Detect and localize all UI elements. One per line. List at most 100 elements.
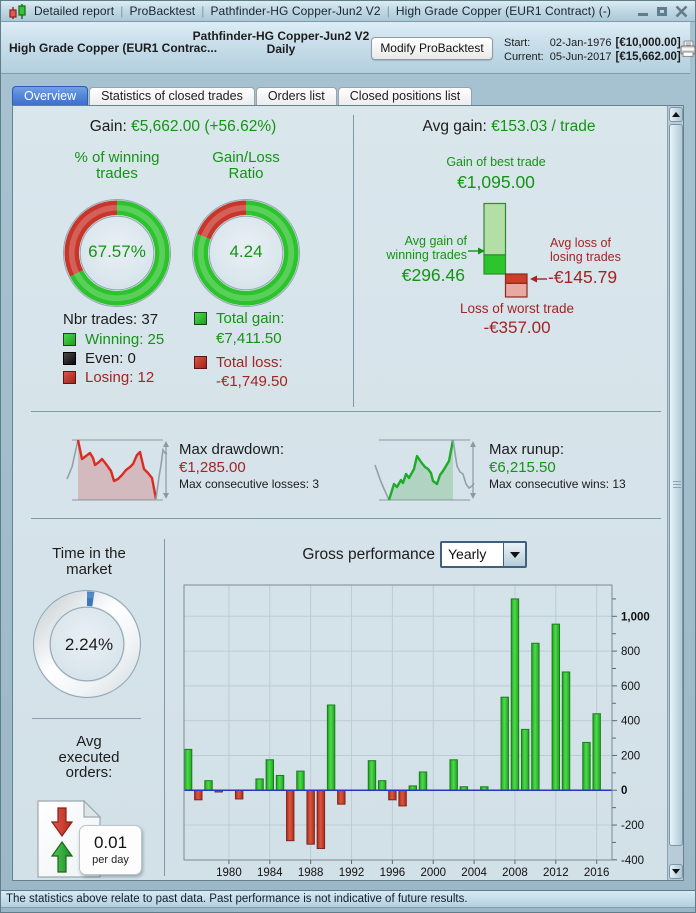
avg-win-arrow-icon [468,247,485,255]
section-divider-2 [31,518,661,519]
worst-trade-value: -€357.00 [483,318,551,337]
total-gain-label: Total gain: [216,310,285,327]
losing-swatch [63,370,76,384]
max-runup-icon [374,439,476,501]
trading-system-name: Pathfinder-HG Copper-Jun2 V2 [192,29,370,43]
window-title-part: High Grade Copper (EUR1 Contract) (-) [395,4,612,18]
winning-count: Winning: 25 [85,331,165,348]
start-label: Start: [504,37,531,49]
gain-loss-ratio-label: 4.24 [229,242,263,261]
tab-orders-list[interactable]: Orders list [255,87,337,105]
svg-text:1,000: 1,000 [621,611,650,623]
svg-text:600: 600 [621,681,640,693]
avg-orders-value-box: 0.01 per day [79,825,142,875]
max-runup-value: €6,215.50 [489,459,556,476]
avg-orders-value: 0.01 [93,833,128,852]
total-gain-value: €7,411.50 [216,330,282,347]
close-icon[interactable] [675,5,688,18]
period-select[interactable]: Yearly [440,541,527,568]
title-bar: Detailed report | ProBacktest | Pathfinder-H… [1,1,695,22]
winning-swatch [63,333,76,346]
disclaimer-text: The statistics above relate to past data… [6,893,468,905]
winning-trades-donut [63,199,171,307]
gain-label: Gain: [89,118,127,135]
even-swatch [63,352,76,365]
best-trade-label: Gain of best trade [446,155,546,169]
report-header: High Grade Copper (EUR1 Contrac... Pathf… [1,22,696,74]
vertical-scrollbar [667,106,683,880]
current-label: Current: [504,51,544,63]
svg-text:2012: 2012 [543,867,569,876]
svg-text:-200: -200 [621,820,644,832]
disclaimer-bar: The statistics above relate to past data… [1,890,695,908]
gain-summary: Gain: €5,662.00 (+56.62%) [13,118,353,136]
tab-overview[interactable]: Overview [12,86,89,105]
candlestick-app-icon [9,3,29,20]
bottom-vertical-divider [164,539,165,876]
period-selected-value: Yearly [448,546,487,562]
window-title-part: Pathfinder-HG Copper-Jun2 V2 [210,4,381,18]
scrollbar-thumb[interactable] [669,124,683,846]
scroll-up-button[interactable] [669,107,683,122]
print-icon[interactable] [680,40,696,57]
max-consecutive-wins: Max consecutive wins: 13 [489,477,626,491]
svg-text:1988: 1988 [298,867,324,876]
window-title-part: Detailed report [34,4,115,18]
stats-vertical-divider [353,115,354,407]
avg-loss-label: Avg loss of losing trades [550,236,621,264]
legend-losing: Losing: 12 [63,369,154,386]
worst-trade-label: Loss of worst trade [459,301,575,316]
avg-executed-orders-heading: Avg executed orders: [58,733,120,781]
window-title-part: ProBacktest [129,4,196,18]
minimize-icon[interactable] [637,5,650,18]
instrument-name: High Grade Copper (EUR1 Contrac... [9,41,218,55]
svg-text:1984: 1984 [257,867,283,876]
avg-gain-value: €153.03 / trade [491,118,596,135]
capital-dates-block: Start: 02-Jan-1976 [€10,000.00] Current:… [504,36,681,64]
avg-gain-label: Avg gain: [422,118,487,135]
avg-orders-unit: per day [92,854,129,866]
avg-loss-value: -€145.79 [548,267,618,287]
losing-count: Losing: 12 [85,368,155,386]
current-date: 05-Jun-2017 [549,51,612,63]
overview-panel: Gain: €5,662.00 (+56.62%) Avg gain: €153… [12,105,684,881]
section-divider-1 [31,411,661,412]
svg-text:1996: 1996 [380,867,406,876]
time-in-market-gauge [33,590,141,698]
total-loss-swatch [194,356,207,369]
svg-text:2000: 2000 [420,867,446,876]
time-in-market-heading: Time in the market [52,545,126,578]
svg-text:0: 0 [621,785,627,797]
total-loss-block: Total loss: -€1,749.50 [194,355,288,390]
max-runup-label: Max runup: [489,441,565,458]
max-drawdown-icon [66,439,169,501]
modify-probacktest-button[interactable]: Modify ProBacktest [371,37,493,60]
svg-text:200: 200 [621,750,640,762]
scroll-up-icon [672,112,680,117]
svg-text:2004: 2004 [461,867,487,876]
winning-trades-heading: % of winning trades [74,149,160,182]
svg-text:1992: 1992 [339,867,365,876]
gain-value: €5,662.00 (+56.62%) [131,118,277,135]
even-count: Even: 0 [85,350,136,367]
tab-closed-positions-list[interactable]: Closed positions list [337,87,473,105]
best-trade-value: €1,095.00 [457,172,535,192]
tab-statistics-of-closed-trades[interactable]: Statistics of closed trades [89,87,255,105]
max-drawdown-block: Max drawdown: €1,285.00 Max consecutive … [179,442,319,493]
scroll-down-button[interactable] [669,864,683,879]
maximize-icon[interactable] [656,5,669,18]
current-capital: [€15,662.00] [615,51,681,63]
window-controls [637,1,688,22]
timeframe-label: Daily [266,42,296,56]
best-worst-trade-bars [483,202,528,298]
trading-system-block: Pathfinder-HG Copper-Jun2 V2 Daily [186,30,376,56]
svg-text:400: 400 [621,716,640,728]
total-gain-block: Total gain: €7,411.50 [194,311,284,347]
winning-percent-label: 67.57% [88,242,146,261]
svg-text:2016: 2016 [584,867,610,876]
legend-even: Even: 0 [63,350,136,367]
gross-performance-chart: -400 -200 0 200 400 600 800 1,000 1980 1984 1988 19… [183,584,650,876]
max-runup-block: Max runup: €6,215.50 Max consecutive win… [489,442,626,493]
period-dropdown-button[interactable] [503,543,525,566]
time-in-market-value: 2.24% [64,635,114,654]
